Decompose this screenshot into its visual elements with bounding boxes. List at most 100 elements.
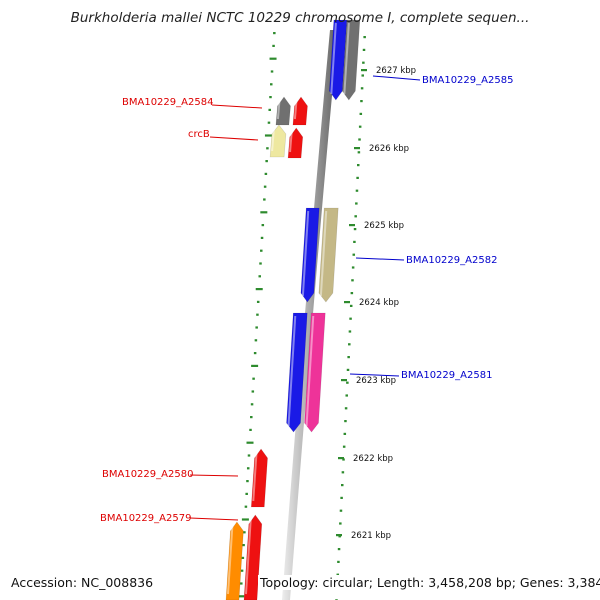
tick-dot <box>360 87 364 90</box>
gene-arrow-group: crcB <box>188 124 287 158</box>
tick-dot <box>352 253 356 256</box>
tick-dot <box>349 317 352 320</box>
gene-arrow <box>243 514 263 600</box>
tick-dot <box>254 339 258 342</box>
tick-dot <box>250 416 253 419</box>
accession-text: Accession: NC_008836 <box>9 575 156 590</box>
scale-tick-label: 2626 kbp <box>369 144 409 154</box>
tick-dot <box>362 61 365 64</box>
scale-tick-label: 2627 kbp <box>376 66 416 76</box>
tick-dot <box>259 262 262 265</box>
tick-dot <box>263 185 267 188</box>
tick-dot <box>244 505 248 508</box>
tick-dot <box>340 496 343 499</box>
gene-label: BMA10229_A2582 <box>406 255 497 266</box>
tick-dot <box>240 569 244 572</box>
scale-tick-mark <box>338 457 344 460</box>
gene-arrow-group: BMA10229_A2581 <box>286 312 492 433</box>
gene-arrow-group <box>287 127 304 159</box>
gene-highlight <box>245 517 252 595</box>
tick-dot <box>357 151 361 154</box>
gene-arrow <box>304 312 326 433</box>
gene-arrow-group <box>304 312 326 433</box>
gene-arrow-group: BMA10229_A2582 <box>318 207 497 303</box>
tick-dot <box>273 32 276 35</box>
gene-arrow-group <box>342 19 361 101</box>
gene-arrow <box>300 207 320 303</box>
tick-dot <box>250 403 254 406</box>
tick-dot <box>255 288 263 291</box>
tick-dot <box>261 224 265 227</box>
tick-dot <box>269 96 272 99</box>
gene-arrow <box>286 312 308 433</box>
tick-dot <box>345 394 348 397</box>
tick-dot <box>264 134 272 137</box>
gene-label-line <box>372 75 421 81</box>
tick-dot <box>342 458 345 461</box>
tick-dot <box>246 441 254 444</box>
tick-dot <box>355 189 359 192</box>
gene-arrow <box>225 521 244 600</box>
gene-label: BMA10229_A2579 <box>100 513 191 524</box>
tick-dot <box>344 420 347 423</box>
gene-highlight <box>293 99 298 120</box>
tick-dot <box>339 522 342 525</box>
tick-dot <box>337 548 341 551</box>
tick-dot <box>251 364 259 367</box>
scale-tick-mark <box>336 534 342 537</box>
tick-dot <box>348 343 351 346</box>
tick-dot <box>344 407 348 410</box>
tick-dot <box>353 240 356 243</box>
tick-dot <box>243 531 246 534</box>
tick-dot <box>252 377 255 380</box>
tick-dot <box>354 215 357 218</box>
gene-arrow-group <box>225 521 244 600</box>
tick-dot <box>357 164 360 167</box>
gene-label: BMA10229_A2584 <box>122 97 213 108</box>
tick-dot <box>342 445 346 448</box>
tick-dot <box>360 100 363 103</box>
tick-dot <box>260 236 264 239</box>
tick-dot <box>358 138 361 141</box>
gene-label-line <box>355 257 405 261</box>
tick-dot <box>268 108 271 111</box>
gene-highlight <box>252 451 258 502</box>
scale-tick-label: 2623 kbp <box>356 376 396 386</box>
gene-highlight <box>287 315 297 427</box>
tick-dot <box>251 390 255 393</box>
tick-dot <box>269 57 277 60</box>
gene-highlight <box>227 524 234 595</box>
tick-dot <box>341 484 344 487</box>
gene-arrow <box>269 124 287 158</box>
gene-highlight <box>271 127 275 152</box>
tick-dot <box>348 330 352 333</box>
tick-dot <box>270 70 274 73</box>
scale-tick-mark <box>344 301 350 304</box>
scale-tick-mark <box>361 69 367 72</box>
gene-label: BMA10229_A2580 <box>102 469 193 480</box>
tick-dot <box>362 48 366 51</box>
scale-tick-label: 2625 kbp <box>364 221 404 231</box>
gene-label-line <box>349 373 400 377</box>
gene-label-line <box>189 474 239 477</box>
gene-label-line <box>209 136 259 141</box>
scale-tick-mark <box>354 147 360 150</box>
tick-dot <box>363 36 366 39</box>
gene-arrow <box>292 96 308 126</box>
genome-backbone <box>282 30 338 600</box>
tick-dot <box>247 454 251 457</box>
gene-arrow-group <box>292 96 308 126</box>
tick-dot <box>347 356 350 359</box>
tick-dot <box>237 595 245 598</box>
scale-tick-label: 2622 kbp <box>353 454 393 464</box>
tick-dot <box>359 112 363 115</box>
gene-arrow <box>275 96 291 126</box>
tick-dot <box>346 381 349 384</box>
scale-tick-mark <box>349 224 355 227</box>
tick-dot <box>270 83 273 86</box>
tick-dot <box>265 160 268 163</box>
tick-dot <box>253 352 257 355</box>
tick-dot <box>266 147 269 150</box>
gene-arrow <box>329 19 348 101</box>
